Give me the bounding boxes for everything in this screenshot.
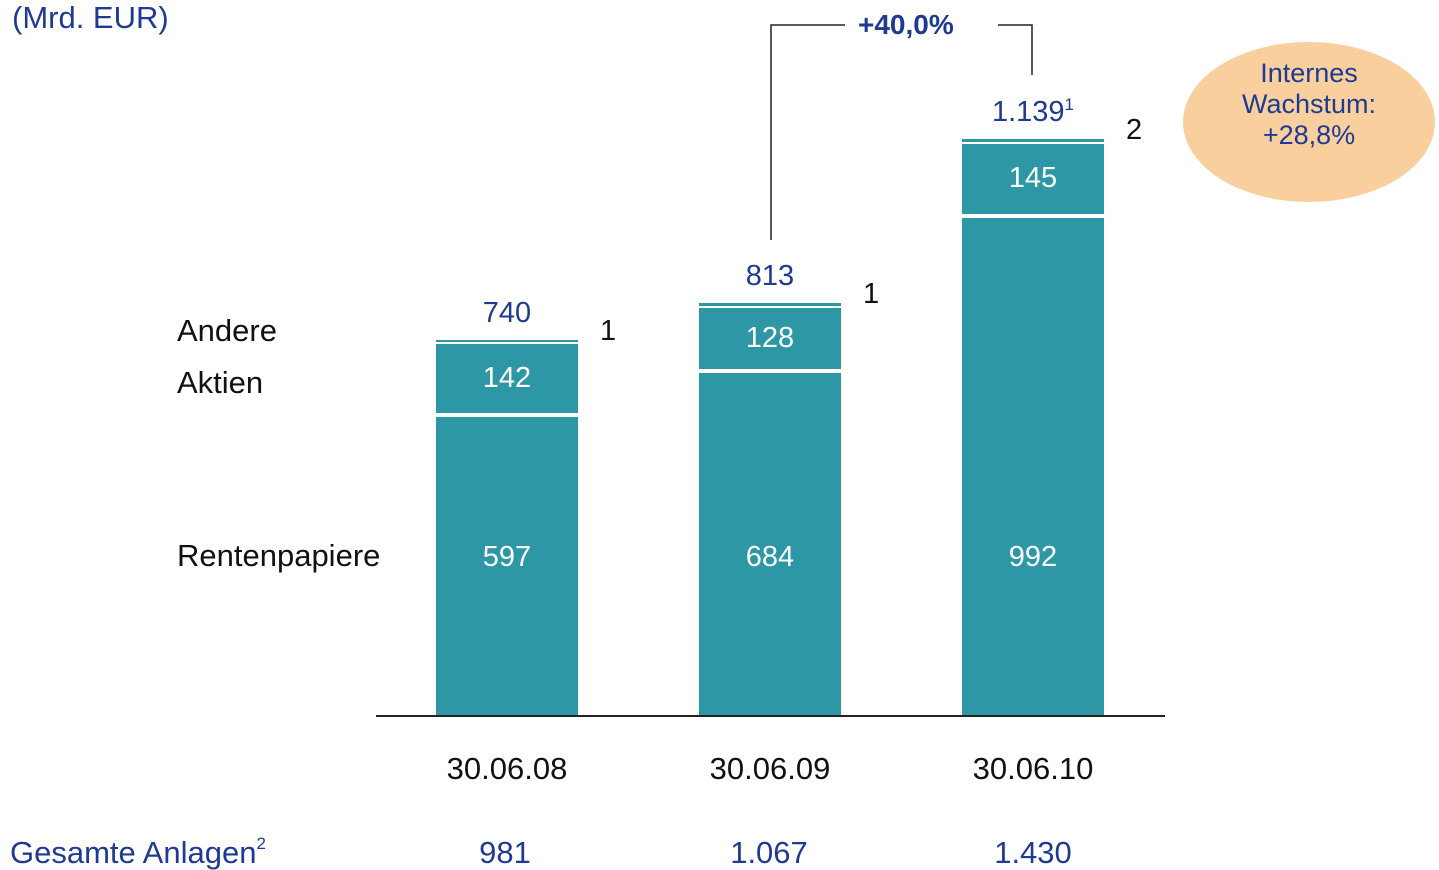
bar-total-footnote-2: 1 (1064, 95, 1075, 114)
bar-label-equities-2: 145 (1008, 162, 1058, 195)
bar-label-equities-1: 128 (745, 321, 795, 354)
bar-total-0: 740 (482, 296, 532, 329)
bar-divider-0 (436, 412, 578, 417)
bar-total-line-0 (436, 339, 578, 342)
category-label-1: 30.06.09 (709, 751, 831, 786)
total-assets-footnote: 2 (256, 834, 266, 853)
growth-bubble (1183, 42, 1435, 202)
bar-equities-2 (962, 143, 1104, 216)
bar-total-2: 1.1391 (991, 95, 1075, 128)
bar-equities-1 (699, 306, 841, 371)
bar-label-other-1: 1 (863, 278, 880, 310)
bar-total-line-1 (699, 303, 841, 305)
total-assets-value-1: 1.067 (730, 835, 808, 870)
total-assets-value-2: 1.430 (994, 835, 1072, 870)
bar-other-0 (436, 340, 578, 344)
bar-divider-2 (962, 213, 1104, 218)
bubble-text: Internes Wachstum: +28,8% (1183, 58, 1435, 151)
category-label-0: 30.06.08 (446, 751, 568, 786)
bubble-line-2: Wachstum: (1241, 89, 1377, 120)
x-axis-line (376, 715, 1165, 717)
row-label-other: Andere (177, 313, 277, 348)
total-assets-value-0: 981 (479, 835, 531, 870)
bubble-line-1: Internes (1260, 58, 1358, 88)
row-label-equities: Aktien (177, 365, 264, 400)
bar-label-bonds-1: 684 (745, 541, 795, 573)
bar-top-gap-1 (699, 305, 841, 308)
bar-bonds-2 (962, 215, 1104, 715)
unit-label: (Mrd. EUR) (12, 0, 169, 35)
bar-divider-1 (699, 368, 841, 373)
growth-label: +40,0% (858, 9, 954, 40)
bar-label-bonds-2: 992 (1008, 541, 1058, 573)
bar-other-2 (962, 140, 1104, 143)
bar-label-other-0: 1 (600, 314, 617, 347)
bar-label-equities-0: 142 (482, 361, 532, 394)
bar-label-other-2: 2 (1126, 114, 1143, 146)
bar-total-1: 813 (745, 260, 795, 292)
bar-other-1 (699, 303, 841, 307)
bar-equities-0 (436, 343, 578, 415)
bar-top-gap-2 (962, 142, 1104, 144)
bar-label-bonds-0: 597 (482, 541, 532, 573)
bubble-line-3: +28,8% (1262, 120, 1356, 151)
row-label-bonds: Rentenpapiere (177, 538, 381, 573)
total-assets-label: Gesamte Anlagen2 (10, 834, 266, 870)
bar-total-line-2 (962, 139, 1104, 141)
bar-top-gap-0 (436, 342, 578, 345)
bar-bonds-0 (436, 414, 578, 715)
category-label-2: 30.06.10 (972, 751, 1094, 786)
bar-bonds-1 (699, 370, 841, 715)
total-assets-label-text: Gesamte Anlagen (10, 835, 257, 870)
